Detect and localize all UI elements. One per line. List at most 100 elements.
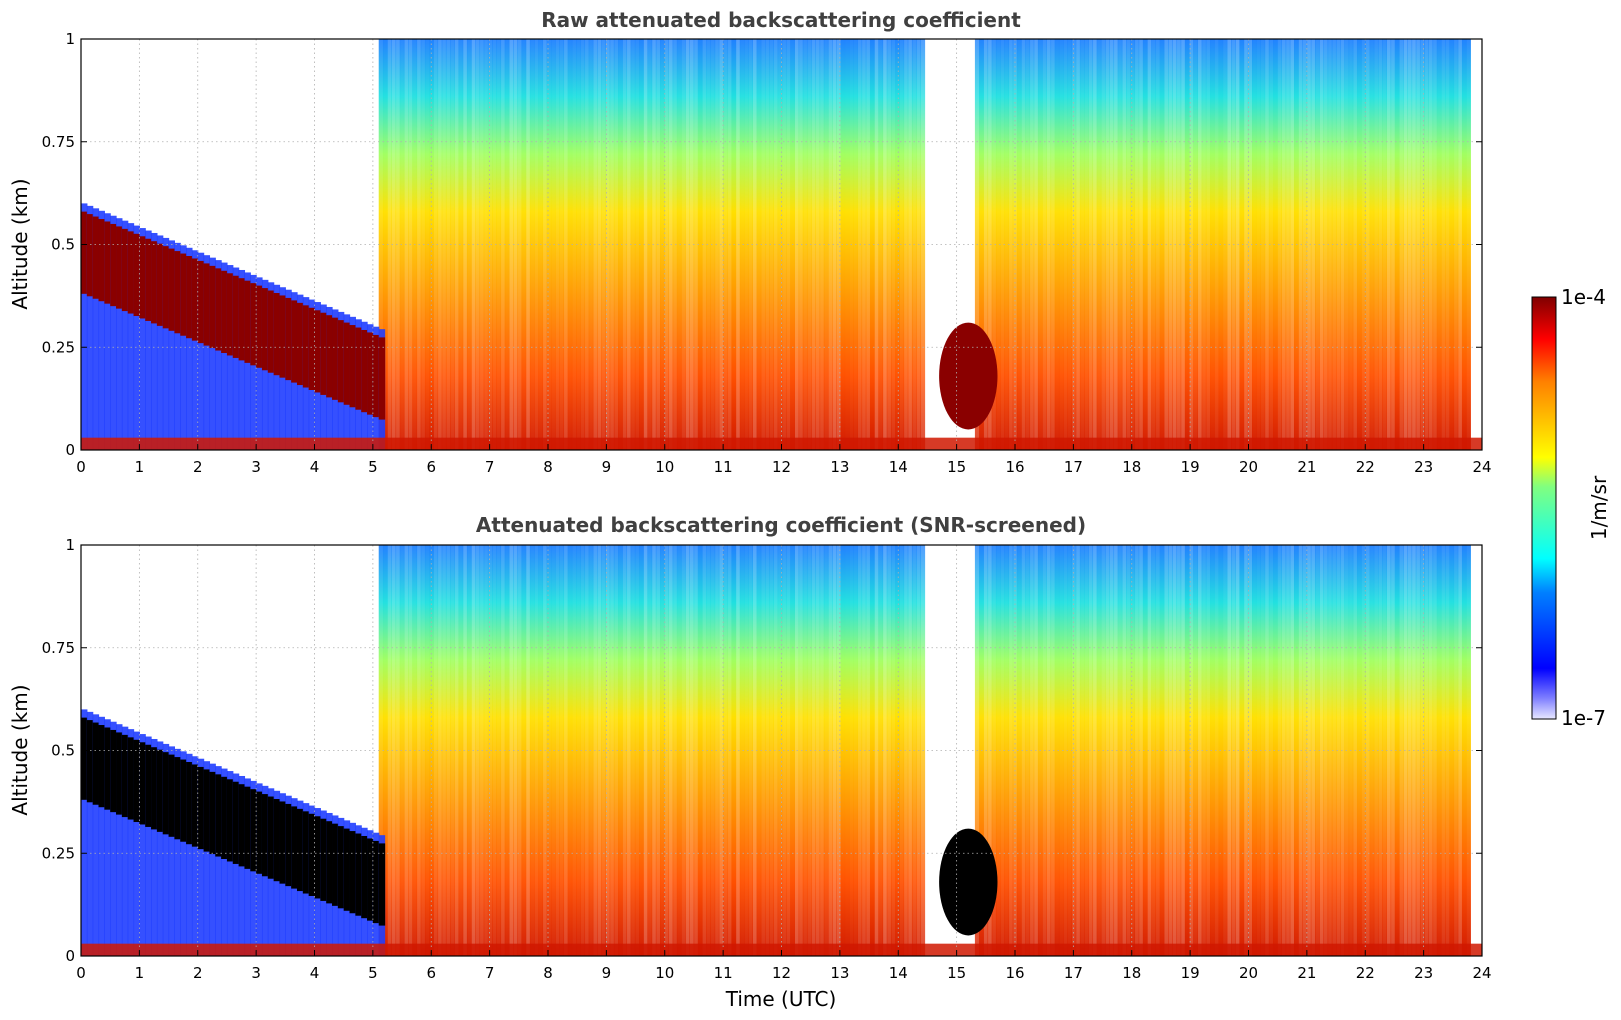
panel-screened-cloud-band — [355, 833, 362, 916]
panel-screened-column — [521, 545, 527, 956]
panel-screened-column — [1268, 545, 1274, 956]
panel-screened-column — [1260, 545, 1266, 956]
panel-screened-column — [580, 545, 586, 956]
panel-raw-lowlayer-column — [81, 203, 88, 450]
panel-screened-column — [1084, 545, 1089, 956]
panel-screened-column — [1461, 545, 1467, 956]
panel-screened-column — [710, 545, 716, 956]
panel-raw-column — [1440, 39, 1446, 450]
panel-raw-cloud-band — [191, 258, 199, 341]
panel-raw-cloud-band — [361, 329, 368, 413]
panel-raw-column — [895, 39, 900, 450]
panel-raw-lowlayer-column — [92, 208, 100, 450]
panel-screened-column — [706, 545, 711, 956]
panel-screened-lowlayer-column — [145, 736, 152, 956]
panel-screened-column — [743, 545, 749, 956]
panel-raw-column — [991, 39, 997, 450]
panel-screened-title: Attenuated backscattering coefficient (S… — [476, 513, 1086, 537]
panel-screened-cloud-band — [145, 744, 152, 827]
panel-screened-cloud-band — [133, 739, 140, 823]
panel-raw-cloud-band — [285, 297, 292, 381]
panel-raw-cloud-band — [156, 243, 164, 326]
panel-raw-column — [1273, 39, 1278, 450]
panel-screened-cloud-band — [244, 786, 251, 869]
panel-raw-heatmap — [81, 39, 1482, 450]
panel-screened-cloud-band — [261, 794, 269, 877]
panel-screened-column — [1201, 545, 1207, 956]
panel-screened-column — [647, 545, 653, 956]
panel-raw-column — [1445, 39, 1450, 450]
panel-screened-cloud-band — [256, 791, 263, 874]
panel-raw-cloud-band — [110, 223, 117, 307]
panel-screened-column — [1063, 545, 1068, 956]
panel-screened-column — [693, 545, 699, 956]
panel-screened-column — [995, 545, 1001, 956]
panel-raw-cloud-band — [273, 293, 281, 376]
panel-screened-column — [454, 545, 460, 956]
panel-raw-cloud-band — [320, 312, 327, 395]
panel-raw-column — [1377, 39, 1383, 450]
panel-raw-column — [504, 39, 510, 450]
panel-raw-column — [1147, 39, 1152, 450]
panel-screened-column — [1176, 545, 1182, 956]
panel-raw-column — [1075, 39, 1081, 450]
panel-raw-column — [1453, 39, 1459, 450]
panel-screened-column — [445, 545, 451, 956]
panel-raw-column — [441, 39, 447, 450]
panel-raw-lowlayer-column — [121, 220, 129, 450]
panel-screened-cloud-band — [98, 725, 105, 808]
panel-raw-column — [1394, 39, 1400, 450]
panel-screened-lowlayer-column — [151, 738, 158, 956]
panel-raw-column — [1239, 39, 1245, 450]
panel-screened-column — [382, 545, 388, 956]
panel-screened-column — [437, 545, 443, 956]
panel-raw-column — [756, 39, 762, 450]
panel-raw-x-tick-label: 0 — [76, 458, 86, 476]
panel-screened-lowlayer-column — [116, 724, 123, 956]
panel-raw-lowlayer-column — [226, 265, 234, 450]
panel-raw-column — [1176, 39, 1182, 450]
panel-raw-cloud-band — [139, 236, 146, 319]
panel-screened-column — [895, 545, 900, 956]
panel-raw-column — [550, 39, 556, 450]
panel-screened-cloud-band — [139, 742, 146, 825]
panel-screened-column — [1075, 545, 1081, 956]
panel-screened-column — [613, 545, 619, 956]
panel-screened-cloud-band — [156, 749, 164, 832]
panel-screened-column — [878, 545, 884, 956]
panel-screened-column — [563, 545, 569, 956]
panel-screened-x-tick-label: 24 — [1472, 964, 1491, 982]
panel-raw-column — [1314, 39, 1320, 450]
panel-screened-lowlayer-column — [221, 768, 228, 956]
panel-screened-column — [1403, 545, 1408, 956]
panel-raw-y-tick-label: 1 — [65, 30, 75, 48]
panel-raw-column — [1214, 39, 1220, 450]
panel-raw-column — [1210, 39, 1215, 450]
panel-screened-column — [1193, 545, 1199, 956]
panel-raw-column — [760, 39, 766, 450]
panel-raw-column — [1113, 39, 1119, 450]
panel-screened-x-tick-label: 13 — [830, 964, 849, 982]
panel-screened-column — [676, 545, 682, 956]
panel-raw-column — [613, 39, 619, 450]
panel-raw-cloud-band — [168, 248, 175, 331]
panel-screened-column — [1331, 545, 1337, 956]
panel-raw-column — [634, 39, 640, 450]
panel-raw-column — [1205, 39, 1211, 450]
panel-raw-column — [517, 39, 523, 450]
panel-screened-x-tick-label: 4 — [310, 964, 320, 982]
panel-raw-column — [626, 39, 632, 450]
panel-screened-column — [1273, 545, 1278, 956]
panel-raw-y-ticks: 0 0.25 0.5 0.75 1 — [42, 30, 1482, 459]
panel-screened-column — [571, 545, 577, 956]
panel-raw-x-tick-label: 11 — [714, 458, 733, 476]
panel-screened-column — [1277, 545, 1282, 956]
panel-screened-y-label: Altitude (km) — [8, 684, 32, 815]
panel-raw-column — [987, 39, 993, 450]
colorbar-max-label: 1e-4 — [1561, 285, 1606, 309]
panel-raw-x-tick-label: 15 — [947, 458, 966, 476]
panel-raw-x-tick-label: 16 — [1005, 458, 1024, 476]
panel-raw-lowlayer-column — [180, 245, 187, 450]
panel-screened-column — [1340, 545, 1345, 956]
panel-screened-column — [890, 545, 896, 956]
